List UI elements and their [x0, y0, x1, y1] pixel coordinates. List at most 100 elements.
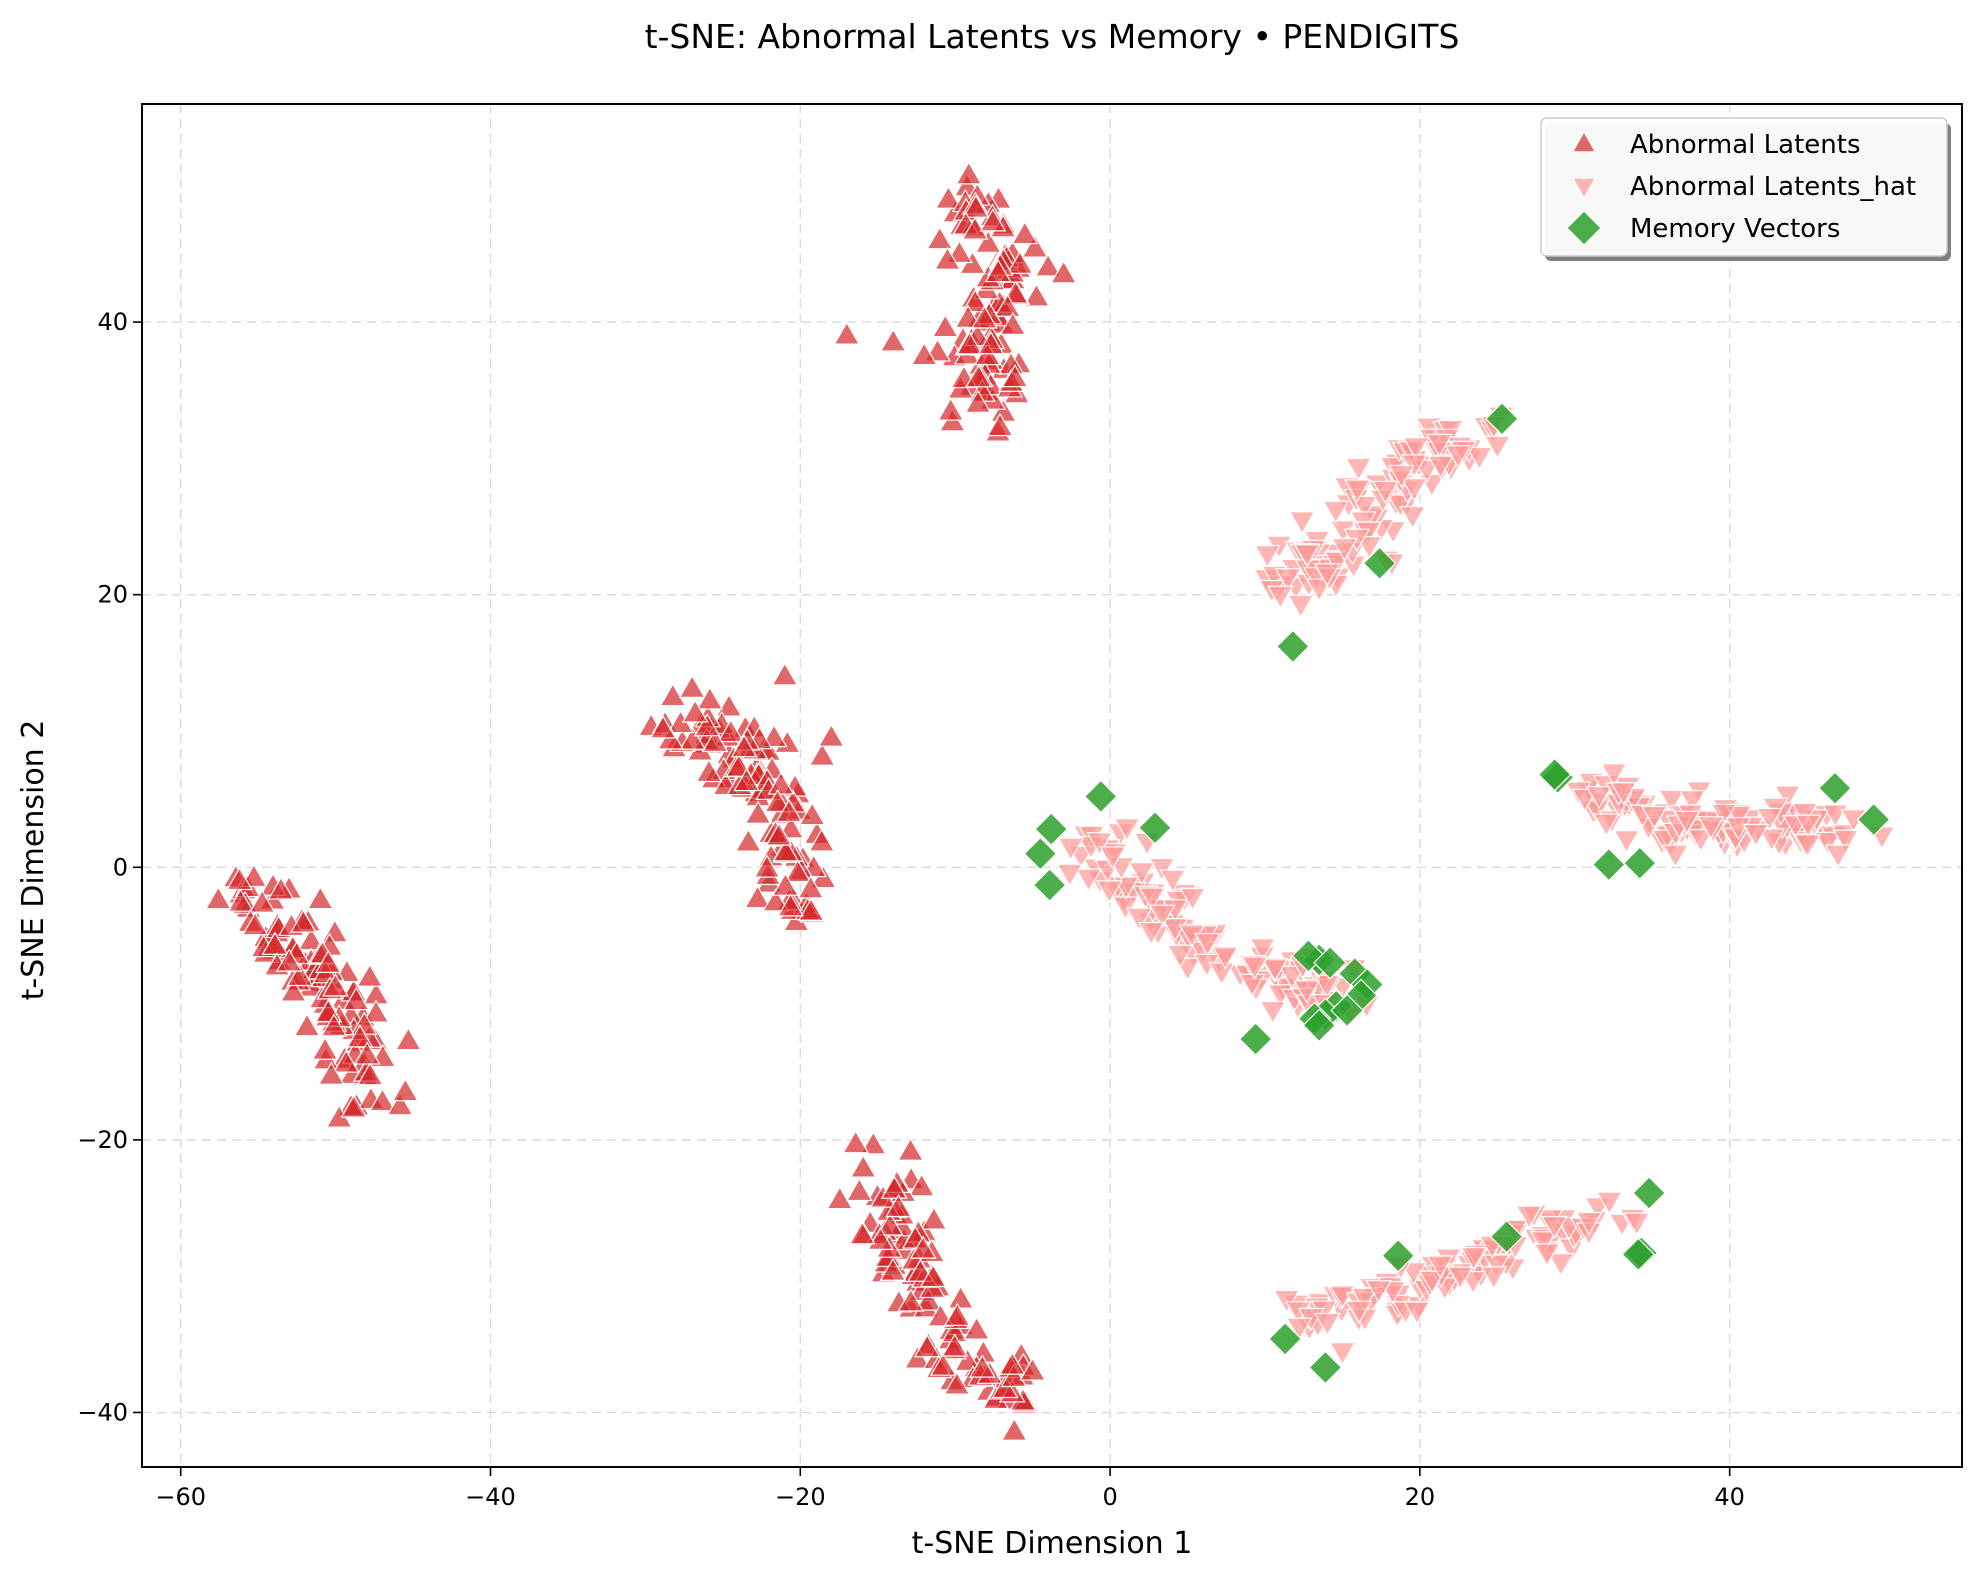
data-point: [971, 305, 998, 329]
data-point: [927, 1303, 954, 1327]
data-point: [693, 713, 721, 737]
data-point: [1113, 818, 1141, 842]
data-point: [965, 364, 992, 388]
data-point: [1211, 946, 1239, 970]
data-point: [1483, 435, 1511, 459]
data-point: [1794, 834, 1821, 858]
data-point: [961, 289, 989, 313]
data-point: [744, 885, 771, 909]
data-point: [1034, 253, 1062, 277]
series-triangle-down: [1056, 406, 1896, 1366]
data-point: [1006, 250, 1034, 274]
data-point: [1613, 829, 1640, 854]
data-point: [1592, 813, 1620, 837]
data-point: [1099, 846, 1126, 870]
data-point: [1161, 918, 1189, 942]
data-point: [1400, 478, 1428, 502]
x-tick-label: 20: [1405, 1483, 1436, 1511]
data-point: [879, 328, 907, 352]
data-point: [1021, 234, 1049, 258]
legend-label: Abnormal Latents: [1630, 130, 1860, 160]
data-point: [753, 854, 781, 878]
data-point: [926, 226, 954, 250]
data-point: [897, 1137, 924, 1161]
data-point: [1254, 545, 1281, 569]
data-point: [1011, 220, 1039, 245]
data-point: [1001, 363, 1029, 388]
series-triangle-up: [204, 161, 1078, 1441]
data-point: [289, 909, 317, 933]
data-point: [955, 161, 983, 185]
data-point: [1273, 1289, 1301, 1314]
data-point: [1261, 958, 1289, 982]
data-point: [1529, 1231, 1557, 1255]
data-point: [904, 1345, 931, 1369]
data-point: [1285, 1317, 1313, 1341]
series-diamond: [1023, 402, 1891, 1385]
data-point: [356, 963, 384, 987]
data-point: [1313, 945, 1347, 980]
data-point: [701, 728, 729, 753]
data-point: [915, 1287, 942, 1311]
data-point: [798, 801, 826, 826]
plot-frame: [141, 103, 1963, 1468]
data-point: [1034, 812, 1069, 846]
data-point: [935, 185, 962, 209]
data-point: [1355, 535, 1383, 560]
data-point: [943, 1302, 971, 1326]
data-point: [1095, 880, 1123, 904]
data-point: [1402, 437, 1430, 461]
data-point: [797, 875, 825, 899]
data-point: [964, 389, 992, 413]
data-point: [1249, 938, 1277, 962]
data-point: [1056, 863, 1084, 887]
data-point: [765, 822, 793, 846]
data-point: [369, 1088, 396, 1112]
legend-label: Abnormal Latents_hat: [1630, 172, 1916, 202]
data-point: [1399, 506, 1426, 530]
data-point: [1585, 786, 1613, 810]
data-point: [962, 194, 990, 218]
data-point: [744, 800, 772, 824]
data-point: [1194, 932, 1221, 957]
data-point: [1345, 457, 1372, 482]
data-point: [286, 962, 314, 987]
data-point: [717, 718, 745, 743]
data-point: [1623, 1212, 1651, 1236]
data-point: [929, 1352, 957, 1376]
data-point: [1278, 965, 1306, 990]
data-point: [1710, 803, 1738, 827]
data-point: [934, 246, 961, 270]
x-axis-label: t-SNE Dimension 1: [912, 1526, 1193, 1561]
data-point: [1575, 1211, 1603, 1236]
data-point: [386, 1092, 414, 1116]
data-point: [909, 1235, 937, 1259]
data-point: [1343, 479, 1371, 503]
data-point: [762, 888, 790, 912]
data-point: [1313, 563, 1341, 587]
data-point: [1138, 810, 1172, 845]
data-point: [1305, 578, 1333, 602]
data-point: [1267, 585, 1294, 609]
data-point: [1023, 836, 1058, 871]
data-point: [1446, 1266, 1474, 1290]
data-point: [1331, 538, 1358, 562]
data-point: [885, 1193, 912, 1218]
data-point: [342, 986, 370, 1011]
data-point: [1547, 1253, 1575, 1277]
data-point: [764, 788, 791, 813]
data-point: [1662, 844, 1689, 868]
data-point: [340, 1094, 368, 1118]
data-point: [943, 1371, 971, 1395]
data-point: [1274, 568, 1302, 592]
data-point: [1148, 904, 1176, 928]
y-tick-label: 0: [113, 853, 128, 881]
data-point: [1591, 847, 1626, 882]
data-point: [833, 321, 861, 345]
data-point: [1032, 868, 1067, 902]
data-point: [1329, 1342, 1356, 1366]
data-point: [1308, 1350, 1343, 1385]
data-point: [280, 978, 307, 1002]
data-point: [1814, 831, 1842, 856]
data-point: [1725, 817, 1752, 841]
